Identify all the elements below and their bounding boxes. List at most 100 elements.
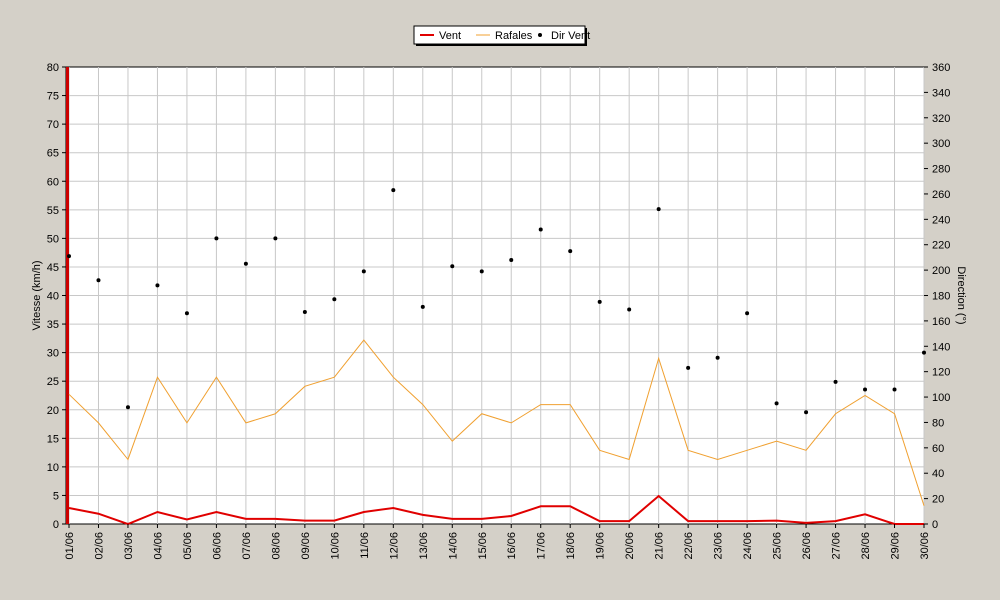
dir-vent-point (479, 269, 484, 274)
dir-vent-point (184, 311, 189, 316)
x-tick-label: 19/06 (595, 532, 607, 560)
legend: Vent Rafales Dir Vent (413, 25, 590, 46)
dir-vent-point (125, 405, 130, 410)
x-tick-label: 15/06 (477, 532, 489, 560)
x-tick-label: 01/06 (64, 532, 76, 560)
dir-vent-point (892, 387, 897, 392)
y-tick-label: 55 (47, 205, 59, 217)
dir-vent-point (243, 261, 248, 266)
x-tick-label: 24/06 (742, 532, 754, 560)
dir-vent-point (745, 311, 750, 316)
y2-tick-label: 180 (932, 291, 950, 303)
x-tick-label: 10/06 (329, 532, 341, 560)
y-tick-label: 70 (47, 119, 59, 131)
y2-tick-label: 80 (932, 417, 944, 429)
y-tick-label: 40 (47, 291, 59, 303)
y2-tick-label: 100 (932, 392, 950, 404)
x-tick-label: 07/06 (241, 532, 253, 560)
y-tick-label: 30 (47, 348, 59, 360)
series-layer (66, 67, 926, 526)
dir-vent-point (273, 236, 278, 241)
y-tick-label: 50 (47, 233, 59, 245)
dir-vent-point (833, 379, 838, 384)
x-tick-label: 29/06 (890, 532, 902, 560)
y-tick-label: 65 (47, 148, 59, 160)
x-tick-label: 25/06 (772, 532, 784, 560)
x-tick-label: 30/06 (919, 532, 931, 560)
dir-vent-point (568, 249, 573, 254)
dir-vent-point (597, 299, 602, 304)
y2-tick-label: 160 (932, 316, 950, 328)
x-tick-label: 28/06 (860, 532, 872, 560)
y2-tick-label: 300 (932, 138, 950, 150)
x-tick-label: 23/06 (713, 532, 725, 560)
tick-labels: 0 5 10 15 20 25 30 35 40 45 50 55 60 65 70 75 80 0 20 40 60 8… (31, 62, 967, 560)
x-tick-label: 06/06 (211, 532, 223, 560)
y2-tick-label: 0 (932, 519, 938, 531)
dir-vent-point (450, 264, 455, 269)
dir-vent-point (627, 307, 632, 312)
dir-vent-point (656, 207, 661, 212)
y2-tick-label: 320 (932, 113, 950, 125)
dir-vent-point (774, 401, 779, 406)
x-tick-label: 26/06 (801, 532, 813, 560)
y2-tick-label: 120 (932, 367, 950, 379)
x-tick-label: 11/06 (359, 532, 371, 559)
dir-vent-point (804, 410, 809, 415)
y2-tick-label: 340 (932, 87, 950, 99)
legend-dir-vent-marker (538, 33, 542, 37)
y-tick-label: 60 (47, 176, 59, 188)
y-tick-label: 80 (47, 62, 59, 74)
dir-vent-point (214, 236, 219, 241)
y2-tick-label: 260 (932, 189, 950, 201)
dir-vent-point (332, 297, 337, 302)
legend-dir-vent-label: Dir Vent (551, 30, 590, 42)
x-tick-label: 04/06 (152, 532, 164, 560)
y2-tick-label: 360 (932, 62, 950, 74)
y-tick-label: 25 (47, 376, 59, 388)
x-tick-label: 20/06 (624, 532, 636, 560)
x-tick-label: 16/06 (506, 532, 518, 560)
y2-tick-label: 60 (932, 443, 944, 455)
x-tick-label: 03/06 (123, 532, 135, 560)
dir-vent-point (361, 269, 366, 274)
y-tick-label: 10 (47, 462, 59, 474)
y-tick-label: 20 (47, 405, 59, 417)
dir-vent-point (922, 350, 926, 355)
dir-vent-point (302, 310, 307, 315)
legend-box (413, 25, 586, 45)
dir-vent-point (538, 227, 543, 232)
vent-line (68, 494, 924, 526)
x-tick-label: 21/06 (654, 532, 666, 560)
y-tick-label: 15 (47, 433, 59, 445)
dir-vent-point (96, 278, 101, 283)
x-tick-label: 27/06 (831, 532, 843, 560)
y-axis-title: Vitesse (km/h) (31, 260, 43, 330)
dir-vent-point (155, 283, 160, 288)
y-tick-label: 35 (47, 319, 59, 331)
legend-rafales-label: Rafales (495, 30, 533, 42)
x-tick-label: 05/06 (182, 532, 194, 560)
y-tick-label: 0 (53, 519, 59, 531)
dir-vent-point (686, 365, 691, 370)
x-tick-label: 13/06 (418, 532, 430, 560)
x-tick-label: 14/06 (447, 532, 459, 560)
y2-tick-label: 140 (932, 341, 950, 353)
dir-vent-point (420, 304, 425, 309)
left-edge-marker (66, 67, 69, 524)
y-tick-label: 45 (47, 262, 59, 274)
x-tick-label: 18/06 (565, 532, 577, 560)
x-tick-label: 12/06 (388, 532, 400, 560)
x-tick-label: 09/06 (300, 532, 312, 560)
x-tick-label: 08/06 (270, 532, 282, 560)
x-tick-label: 17/06 (536, 532, 548, 560)
y2-tick-label: 280 (932, 164, 950, 176)
legend-vent-label: Vent (439, 30, 461, 42)
y2-tick-label: 240 (932, 214, 950, 226)
dir-vent-point (863, 387, 868, 392)
rafales-line (68, 339, 925, 506)
y2-axis-title: Direction (°) (955, 266, 967, 324)
dir-vent-point (391, 188, 396, 193)
